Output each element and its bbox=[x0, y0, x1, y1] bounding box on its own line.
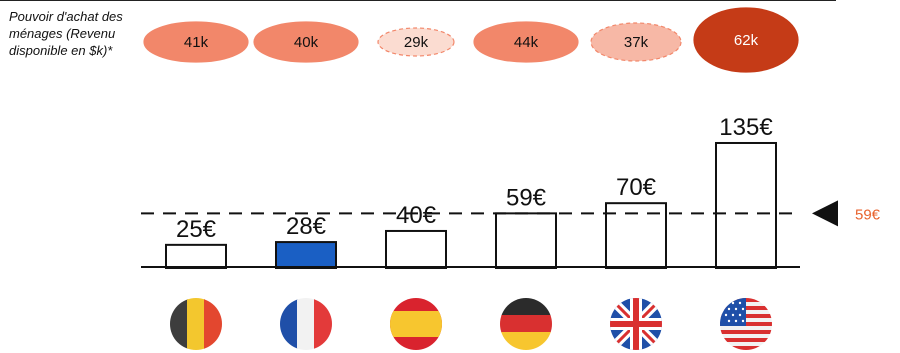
purchase-power-bubble bbox=[473, 21, 579, 63]
purchase-power-bubbles: 41k 40k 29k 44k 37k 62k bbox=[143, 7, 799, 73]
purchase-power-value: 41k bbox=[184, 34, 209, 51]
purchase-power-bubble bbox=[253, 21, 359, 63]
reference-value-label: 59€ bbox=[855, 206, 881, 223]
top-rule bbox=[0, 0, 836, 1]
purchase-power-value: 62k bbox=[734, 32, 759, 49]
bar-value-label: 25€ bbox=[176, 216, 217, 243]
bar-value-label: 70€ bbox=[616, 174, 657, 201]
purchase-power-bubble bbox=[143, 21, 249, 63]
bar bbox=[275, 241, 337, 270]
bar bbox=[715, 141, 777, 270]
reference-group: 59€ bbox=[141, 200, 881, 227]
spain-flag-icon bbox=[390, 298, 442, 350]
bar bbox=[165, 243, 227, 270]
bar-value-label: 135€ bbox=[719, 114, 773, 141]
purchase-power-value: 37k bbox=[624, 34, 649, 51]
purchase-power-value: 44k bbox=[514, 34, 539, 51]
usa-flag-icon bbox=[720, 298, 772, 350]
uk-flag-icon bbox=[610, 298, 662, 350]
purchase-power-bubble bbox=[377, 27, 455, 57]
bar-value-label: 59€ bbox=[506, 184, 547, 211]
belgium-flag-icon bbox=[170, 298, 222, 350]
purchase-power-value: 29k bbox=[404, 34, 429, 51]
bar bbox=[495, 212, 557, 269]
purchase-power-label: Pouvoir d'achat des ménages (Revenu disp… bbox=[9, 9, 123, 58]
bar bbox=[385, 229, 447, 270]
purchase-power-value: 40k bbox=[294, 34, 319, 51]
bar-value-label: 28€ bbox=[286, 213, 327, 240]
purchase-power-bubble bbox=[590, 22, 682, 62]
bar-value-label: 40€ bbox=[396, 202, 437, 229]
bars-group: 25€ 28€ 40€ 59€ 70€ 135€ bbox=[165, 114, 777, 270]
france-flag-icon bbox=[280, 298, 332, 350]
reference-marker-icon bbox=[812, 200, 838, 227]
purchase-power-bubble bbox=[693, 7, 799, 73]
germany-flag-icon bbox=[500, 298, 552, 350]
